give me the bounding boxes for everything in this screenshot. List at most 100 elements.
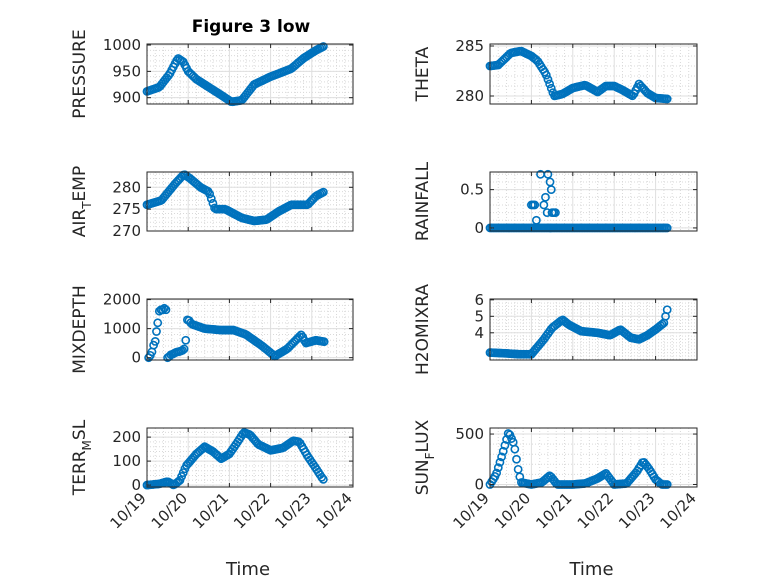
y-axis-label: H2OMIXRA [413,284,433,375]
y-axis-label: MIXDEPTH [70,285,90,374]
data-point [512,454,521,464]
data-point [541,192,550,202]
axes-box [489,43,698,105]
y-tick-label: 0.5 [460,181,484,199]
y-tick-label: 285 [455,37,484,55]
y-tick-label: 275 [112,200,141,218]
data-point [158,305,168,315]
minor-grid [490,428,697,487]
data-point [545,79,555,89]
axes-box [146,427,354,488]
data-point [319,337,329,347]
data-point [493,463,503,473]
data-point [657,319,667,329]
series-mixdepth [144,303,329,363]
series-air_temp [142,170,328,226]
panel-air_temp: 270 275 280 AIRTEMP [70,166,354,240]
data-point [546,223,555,233]
data-point [662,223,672,233]
y-axis-label: TERRMSL [70,419,94,496]
data-point [541,70,551,80]
axes-box [489,171,698,232]
y-tick-label: 0 [474,475,484,493]
series-theta [485,46,672,104]
y-tick-label: 2000 [103,291,141,309]
data-point [530,200,540,210]
axes-box [489,298,698,361]
panel-rainfall: 0 0.5 RAINFALL [413,161,698,241]
y-tick-label: 270 [112,222,141,240]
data-point [153,318,163,328]
minor-grid [490,172,697,231]
data-point [662,94,672,104]
panel-theta: 280 285 THETA [413,37,698,105]
plot-area [490,172,697,231]
data-point [152,327,161,336]
y-axis-label: THETA [413,46,433,102]
x-axis-label: Time [568,559,613,580]
y-axis-label: PRESSURE [70,29,90,118]
data-point [495,457,505,467]
data-point [551,208,560,218]
y-tick-label: 0 [131,349,141,367]
data-point [662,480,672,489]
data-point [498,446,508,456]
data-point [318,187,328,197]
data-point [500,440,510,450]
y-tick-label: 950 [112,62,141,80]
data-point [543,169,553,179]
axes-box [146,171,354,232]
data-point [546,185,556,195]
data-point [318,474,328,484]
y-axis-label: AIRTEMP [70,166,94,237]
series-h2omixra [485,305,672,359]
data-point [178,346,187,355]
data-point [492,468,502,478]
data-point [179,344,189,354]
data-point [159,303,169,313]
data-point [318,42,328,51]
panel-mixdepth: 0 1000 2000 MIXDEPTH [70,285,354,374]
axes-box [146,298,354,361]
y-tick-label: 0 [474,219,484,237]
minor-grid [147,44,353,104]
y-tick-label: 500 [455,425,484,443]
data-point [662,305,672,315]
y-tick-label: 1000 [103,36,141,54]
y-tick-label: 1000 [103,320,141,338]
y-tick-label: 280 [112,178,141,196]
figure-title: Figure 3 low [192,17,311,37]
data-point [181,335,191,345]
y-tick-label: 6 [474,291,484,309]
data-point [510,444,520,454]
data-point [150,337,160,346]
data-point [546,83,556,93]
y-axis-label: SUNFLUX [413,419,437,495]
panel-pressure: 900 950 1000 PRESSURE [70,29,354,119]
data-point [161,305,171,315]
y-tick-label: 5 [474,307,484,325]
data-point [497,452,506,462]
y-tick-label: 100 [112,452,141,470]
data-point [206,194,216,204]
y-tick-label: 200 [112,428,141,446]
y-tick-label: 4 [474,324,484,342]
data-point [543,75,553,84]
data-point [317,472,327,482]
data-point [205,189,215,199]
x-axis-label: Time [225,559,270,580]
y-tick-label: 900 [112,89,141,107]
axes-box [489,427,698,488]
series-rainfall [485,169,672,233]
data-point [531,215,541,225]
series-pressure [142,42,328,107]
panel-h2omixra: 456 H2OMIXRA [413,284,698,375]
y-tick-label: 0 [131,476,141,494]
series-terr_msl [142,428,328,490]
y-axis-label: RAINFALL [413,161,433,241]
axes-box [146,43,354,105]
data-point [543,472,553,482]
y-tick-label: 280 [455,87,484,105]
